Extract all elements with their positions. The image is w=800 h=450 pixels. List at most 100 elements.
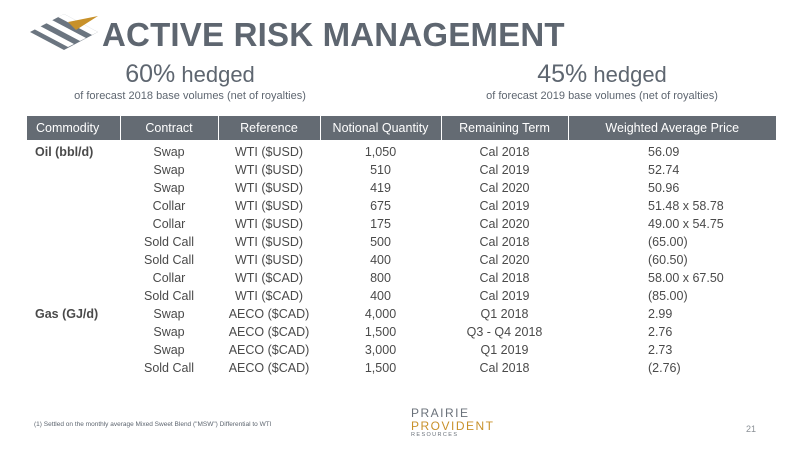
cell-reference: WTI ($USD) [234,235,304,249]
table-row: Oil (bbl/d) Swap WTI ($USD) 1,050 Cal 2018 56… [27,140,776,161]
cell-weighted-average-price: 51.48 x 58.78 [648,199,724,213]
column-header-weighted-average-price: Weighted Average Price [568,116,776,140]
cell-remaining-term: Q1 2018 [480,307,529,321]
table-row: Collar WTI ($USD) 675 Cal 2019 51.48 x 58.78 [27,197,776,215]
cell-remaining-term: Cal 2020 [479,253,530,267]
cell-notional-quantity: 3,000 [364,343,397,357]
cell-reference: WTI ($USD) [234,253,304,267]
hedge-stat-2019-label: hedged [593,62,667,87]
slide-title: ACTIVE RISK MANAGEMENT [102,16,565,53]
cell-commodity [27,323,120,341]
cell-reference: AECO ($CAD) [228,361,310,375]
brand-line-2: PROVIDENT [411,419,495,433]
cell-commodity [27,287,120,305]
cell-reference: AECO ($CAD) [228,325,310,339]
cell-remaining-term: Q1 2019 [480,343,529,357]
cell-reference: AECO ($CAD) [228,307,310,321]
cell-notional-quantity: 675 [370,199,391,213]
cell-commodity [27,233,120,251]
cell-weighted-average-price: 58.00 x 67.50 [648,271,724,285]
column-header-remaining-term: Remaining Term [441,116,569,140]
cell-notional-quantity: 4,000 [364,307,397,321]
cell-commodity: Gas (GJ/d) [35,307,99,321]
hedge-stat-2019: 45% hedged of forecast 2019 base volumes… [446,60,758,102]
cell-notional-quantity: 1,500 [364,361,397,375]
cell-contract: Swap [153,145,185,159]
table-row: Collar WTI ($CAD) 800 Cal 2018 58.00 x 67.50 [27,269,776,287]
column-header-reference: Reference [218,116,321,140]
column-header-contract: Contract [120,116,219,140]
table-row: Swap AECO ($CAD) 3,000 Q1 2019 2.73 [27,341,776,359]
cell-notional-quantity: 1,050 [364,145,397,159]
cell-commodity [27,161,120,179]
cell-reference: WTI ($CAD) [234,271,304,285]
column-header-notional-quantity: Notional Quantity [320,116,442,140]
brand-line-3: RESOURCES [411,432,459,438]
column-header-commodity: Commodity [27,116,121,140]
cell-contract: Collar [152,217,186,231]
cell-commodity [27,251,120,269]
table-row: Swap WTI ($USD) 419 Cal 2020 50.96 [27,179,776,197]
cell-commodity [27,179,120,197]
cell-weighted-average-price: 2.73 [648,343,673,357]
cell-contract: Sold Call [143,361,195,375]
hedge-stat-2018-percent: 60% [125,60,176,88]
cell-contract: Collar [152,199,186,213]
cell-notional-quantity: 400 [370,289,391,303]
hedge-stat-2019-subtitle: of forecast 2019 base volumes (net of ro… [486,90,718,102]
brand-wordmark: PRAIRIE PROVIDENT RESOURCES [411,407,495,439]
cell-notional-quantity: 175 [370,217,391,231]
cell-remaining-term: Cal 2019 [479,163,530,177]
cell-remaining-term: Cal 2020 [479,217,530,231]
cell-remaining-term: Cal 2018 [479,361,530,375]
table-row: Collar WTI ($USD) 175 Cal 2020 49.00 x 54.75 [27,215,776,233]
cell-weighted-average-price: (60.50) [648,253,688,267]
cell-weighted-average-price: 2.76 [648,325,673,339]
cell-remaining-term: Cal 2019 [479,289,530,303]
table-row: Gas (GJ/d) Swap AECO ($CAD) 4,000 Q1 2018 2.9… [27,305,776,323]
cell-contract: Swap [153,343,185,357]
cell-contract: Swap [153,307,185,321]
cell-contract: Sold Call [143,289,195,303]
hedge-stat-2018: 60% hedged of forecast 2018 base volumes… [40,60,340,102]
cell-reference: WTI ($USD) [234,217,304,231]
table-row: Sold Call AECO ($CAD) 1,500 Cal 2018 (2.76) [27,359,776,377]
cell-notional-quantity: 400 [370,253,391,267]
cell-remaining-term: Cal 2018 [479,235,530,249]
cell-reference: WTI ($USD) [234,199,304,213]
cell-notional-quantity: 510 [370,163,391,177]
cell-commodity [27,197,120,215]
cell-weighted-average-price: (65.00) [648,235,688,249]
table-header-row: Commodity Contract Reference Notional Qu… [27,116,776,140]
cell-contract: Swap [153,163,185,177]
cell-contract: Sold Call [143,235,195,249]
cell-commodity [27,269,120,287]
table-row: Swap AECO ($CAD) 1,500 Q3 - Q4 2018 2.76 [27,323,776,341]
cell-contract: Collar [152,271,186,285]
cell-remaining-term: Cal 2018 [479,145,530,159]
table-row: Swap WTI ($USD) 510 Cal 2019 52.74 [27,161,776,179]
table-row: Sold Call WTI ($USD) 500 Cal 2018 (65.00) [27,233,776,251]
hedge-stat-2019-value: 45% hedged [446,60,758,89]
hedge-table-body: Oil (bbl/d) Swap WTI ($USD) 1,050 Cal 2018 56… [27,140,776,377]
cell-commodity [27,215,120,233]
cell-notional-quantity: 800 [370,271,391,285]
hedge-stat-2018-label: hedged [181,62,255,87]
cell-weighted-average-price: 2.99 [648,307,673,321]
hedge-stat-2018-subtitle: of forecast 2018 base volumes (net of ro… [74,90,306,102]
cell-notional-quantity: 419 [370,181,391,195]
cell-weighted-average-price: 52.74 [648,163,680,177]
cell-contract: Swap [153,181,185,195]
cell-contract: Sold Call [143,253,195,267]
cell-contract: Swap [153,325,185,339]
table-row: Sold Call WTI ($USD) 400 Cal 2020 (60.50) [27,251,776,269]
cell-commodity: Oil (bbl/d) [35,145,94,159]
cell-notional-quantity: 1,500 [364,325,397,339]
cell-reference: WTI ($USD) [234,163,304,177]
cell-reference: AECO ($CAD) [228,343,310,357]
hedge-stat-2018-value: 60% hedged [40,60,340,89]
cell-weighted-average-price: 56.09 [648,145,680,159]
cell-commodity [27,341,120,359]
cell-reference: WTI ($USD) [234,145,304,159]
hedge-table: Commodity Contract Reference Notional Qu… [27,116,776,377]
